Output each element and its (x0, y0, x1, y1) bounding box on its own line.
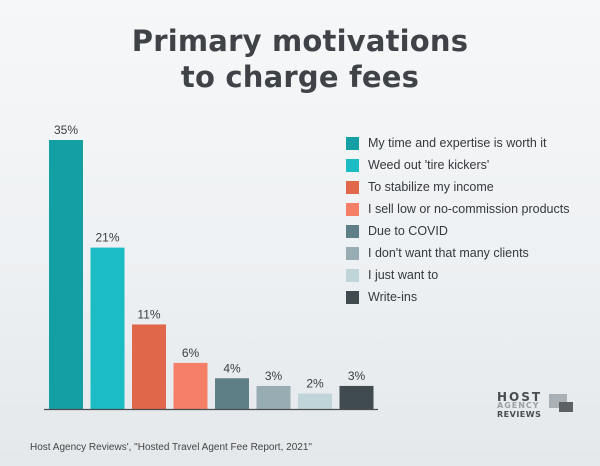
legend-label: Due to COVID (368, 224, 448, 238)
source-note: Host Agency Reviews', "Hosted Travel Age… (30, 442, 312, 453)
legend-swatch (346, 246, 359, 260)
data-label-3: 11% (137, 307, 160, 321)
legend-swatch (346, 136, 359, 150)
data-label-5: 4% (223, 361, 241, 375)
data-label-8: 3% (348, 369, 366, 383)
legend-swatch (346, 158, 359, 172)
logo-text-agency: AGENCY (497, 401, 540, 410)
bar-2 (90, 247, 125, 409)
legend-item-8: Write-ins (346, 286, 569, 308)
logo-mark-dark (559, 402, 573, 412)
bar-8 (339, 385, 374, 409)
chart-title-line-1: Primary motivations (131, 24, 469, 58)
bar-5 (215, 378, 249, 409)
legend-item-2: Weed out 'tire kickers' (346, 154, 569, 176)
legend-item-3: To stabilize my income (346, 176, 569, 198)
legend-item-7: I just want to (346, 264, 569, 286)
legend-item-1: My time and expertise is worth it (346, 132, 569, 154)
legend-label: To stabilize my income (368, 180, 494, 194)
legend-item-6: I don't want that many clients (346, 242, 569, 264)
legend-label: I don't want that many clients (368, 246, 529, 260)
logo-text-reviews: REVIEWS (497, 410, 542, 419)
bar-7 (298, 393, 332, 409)
legend-swatch (346, 180, 359, 194)
legend-swatch (346, 224, 359, 238)
bar-6 (256, 385, 291, 409)
legend-label: Write-ins (368, 290, 418, 304)
legend-swatch (346, 202, 359, 216)
legend-label: I just want to (368, 268, 439, 282)
data-label-2: 21% (95, 231, 119, 245)
bar-1 (49, 140, 83, 409)
legend-swatch (346, 268, 359, 282)
data-label-6: 3% (265, 369, 283, 383)
legend-label: My time and expertise is worth it (368, 136, 547, 150)
legend-label: Weed out 'tire kickers' (368, 158, 490, 172)
logo-text-host: HOST (497, 390, 543, 404)
data-label-7: 2% (306, 377, 324, 391)
legend-item-5: Due to COVID (346, 220, 569, 242)
data-label-4: 6% (182, 346, 200, 360)
legend: My time and expertise is worth it Weed ou… (346, 132, 569, 308)
legend-swatch (346, 290, 359, 304)
bar-3 (132, 324, 166, 409)
host-agency-reviews-logo: HOST AGENCY REVIEWS (497, 390, 579, 422)
legend-item-4: I sell low or no-commission products (346, 198, 569, 220)
legend-label: I sell low or no-commission products (368, 202, 570, 216)
data-label-1: 35% (54, 123, 78, 137)
bar-4 (173, 362, 208, 409)
chart-title-line-2: to charge fees (180, 60, 420, 94)
